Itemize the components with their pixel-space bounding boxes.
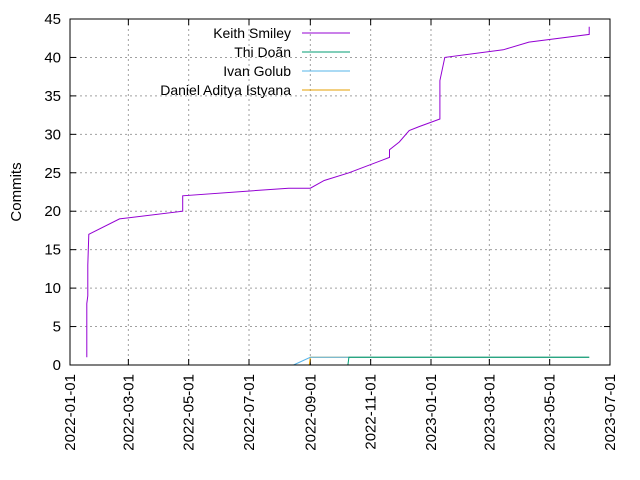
y-tick-label: 40 [44, 49, 61, 66]
legend-label: Ivan Golub [223, 63, 291, 79]
series-lines [86, 26, 590, 366]
x-tick-label: 2022-11-01 [363, 374, 380, 450]
y-tick-label: 5 [53, 319, 61, 336]
legend-label: Keith Smiley [213, 25, 291, 41]
legend: Keith Smiley Thi Doãn Ivan Golub Daniel Adi… [160, 25, 350, 98]
y-tick-label: 20 [44, 203, 61, 220]
series-line-3 [308, 356, 590, 366]
series-line-2 [293, 356, 590, 366]
x-tick-label: 2023-07-01 [602, 374, 619, 451]
x-tick-label: 2022-01-01 [62, 374, 79, 451]
y-tick-label: 35 [44, 88, 61, 105]
series-line-1 [347, 356, 590, 366]
y-tick-label: 45 [44, 11, 61, 28]
legend-label: Daniel Aditya Istyana [160, 82, 291, 98]
x-tick-label: 2022-03-01 [120, 374, 137, 451]
tick-labels: 0 5 10 15 20 25 30 35 40 45 2022-01-01 2022-03-01 20… [44, 11, 619, 451]
y-tick-label: 0 [53, 357, 61, 374]
y-tick-label: 30 [44, 126, 61, 143]
y-axis-label: Commits [8, 162, 25, 221]
x-tick-label: 2023-05-01 [542, 374, 559, 451]
y-tick-label: 25 [44, 165, 61, 182]
gridlines [70, 19, 610, 365]
x-tick-label: 2022-07-01 [241, 374, 258, 451]
x-tick-label: 2022-05-01 [181, 374, 198, 451]
legend-label: Thi Doãn [234, 44, 291, 60]
x-tick-label: 2023-01-01 [423, 374, 440, 451]
y-tick-label: 10 [44, 280, 61, 297]
series-line-0 [86, 26, 590, 358]
y-tick-label: 15 [44, 242, 61, 259]
x-tick-label: 2023-03-01 [481, 374, 498, 451]
plot-frame [69, 18, 611, 366]
x-tick-label: 2022-09-01 [302, 374, 319, 451]
